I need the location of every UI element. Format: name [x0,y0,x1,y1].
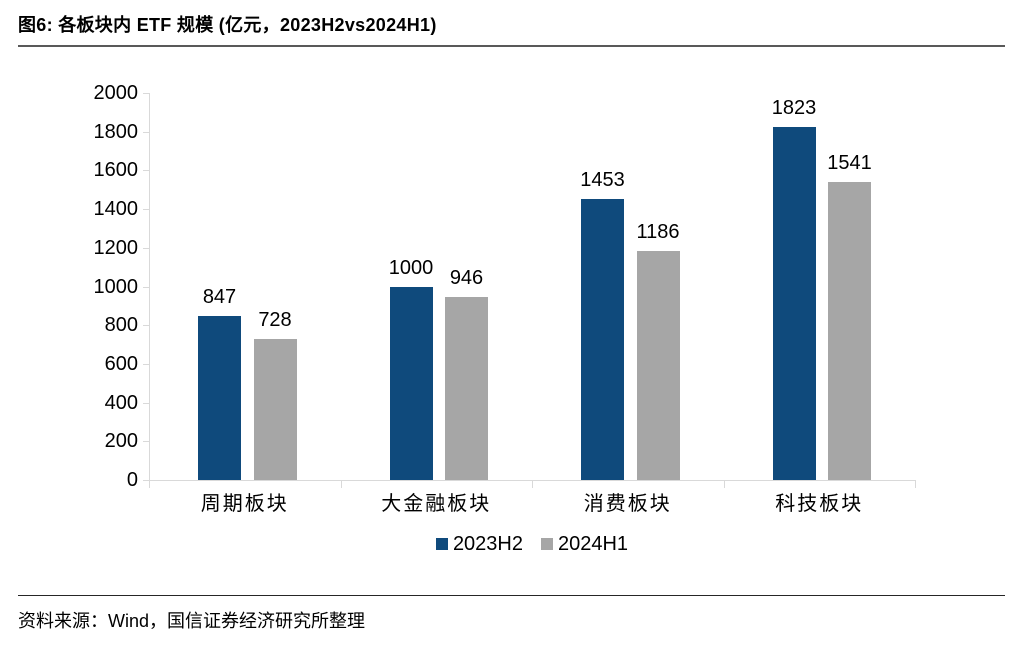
y-axis-tick [143,441,149,443]
bar-2024H1-大金融板块 [445,296,488,480]
bar-2023H2-周期板块 [198,316,241,480]
legend-item-2024H1: 2024H1 [541,533,628,555]
y-axis-tick [143,93,149,94]
y-axis-tick [143,131,149,133]
bar-value-label: 1541 [827,151,872,174]
source-text: 资料来源：Wind，国信证券经济研究所整理 [18,611,366,631]
bar-2023H2-消费板块 [581,198,624,480]
y-axis-tick [143,209,149,211]
bar-value-label: 728 [258,309,292,332]
x-axis-category-label: 消费板块 [583,493,672,515]
y-axis-tick [143,480,149,481]
y-axis-tick [143,402,149,404]
y-axis-label: 1800 [93,120,139,143]
bar-value-label: 847 [202,286,237,309]
bar-value-label: 1823 [771,97,817,120]
legend-item-2023H2: 2023H2 [435,533,523,555]
y-axis-label: 1600 [93,159,139,182]
bar-2024H1-科技板块 [828,181,871,480]
chart-legend: 2023H2 2024H1 [149,533,915,555]
y-axis-label: 200 [104,430,138,453]
y-axis-label: 2000 [93,82,139,104]
y-axis-label: 1000 [93,275,139,298]
y-axis-label: 400 [104,391,138,414]
legend-label: 2024H1 [558,533,629,555]
x-axis-tick [149,480,150,488]
legend-label: 2023H2 [452,533,523,555]
bar-value-label: 1000 [388,256,434,279]
bar-value-label: 1453 [580,168,625,191]
bar-value-label: 946 [449,266,484,289]
y-axis-label: 1200 [93,236,139,259]
y-axis-tick [143,170,149,172]
x-axis-tick [724,480,725,488]
bar-2024H1-消费板块 [636,250,680,480]
x-axis-category-label: 大金融板块 [381,493,492,515]
x-axis-category-label: 周期板块 [200,493,289,515]
x-axis-category-label: 科技板块 [775,493,864,515]
bar-2024H1-周期板块 [253,339,297,480]
y-axis-tick [143,286,149,288]
y-axis-tick [143,247,149,249]
y-axis-tick [143,363,149,365]
title-divider [18,45,1005,47]
legend-swatch-icon [541,538,553,550]
y-axis-label: 1400 [93,198,139,221]
y-axis-tick [143,325,149,327]
y-axis-label: 800 [104,314,138,337]
y-axis-label: 600 [104,352,138,375]
x-axis-tick [915,480,916,488]
bar-2023H2-大金融板块 [389,286,433,480]
x-axis-tick [532,480,533,488]
bar-2023H2-科技板块 [772,127,816,480]
y-axis-label: 0 [126,469,138,491]
x-axis-tick [341,480,342,488]
figure-title: 图6: 各板块内 ETF 规模 (亿元，2023H2vs2024H1) [18,15,437,35]
legend-swatch-icon [435,538,448,550]
source-divider [18,595,1005,596]
bar-value-label: 1186 [636,220,680,243]
